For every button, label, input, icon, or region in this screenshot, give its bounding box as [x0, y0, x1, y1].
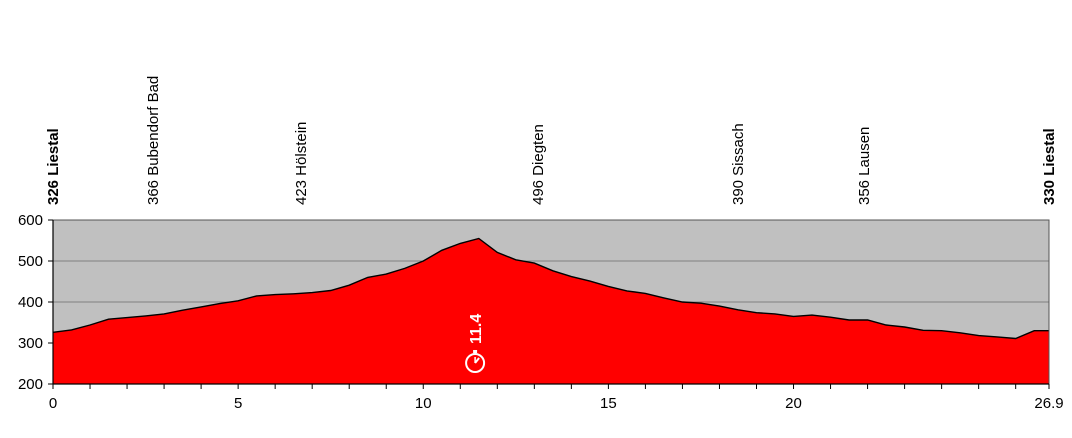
elevation-area	[53, 238, 1049, 384]
annotations: 11.4	[465, 314, 486, 373]
x-tick-label: 5	[234, 395, 242, 412]
place-label: 356 Lausen	[856, 127, 873, 205]
x-tick-label: 15	[600, 395, 617, 412]
elevation-line	[52, 237, 1049, 340]
y-tick-label: 400	[18, 294, 43, 311]
place-label: 423 Hölstein	[293, 122, 310, 205]
x-tick-label: 10	[415, 395, 432, 412]
place-label: 326 Liestal	[45, 128, 62, 205]
y-tick-label: 300	[18, 335, 43, 352]
y-tick-label: 500	[18, 253, 43, 270]
place-label: 330 Liestal	[1041, 128, 1058, 205]
y-tick-label: 200	[18, 376, 43, 393]
stopwatch-icon	[465, 350, 486, 373]
split-km-label: 11.4	[468, 314, 485, 344]
place-label: 366 Bubendorf Bad	[145, 76, 162, 205]
x-tick-label: 26.9	[1034, 395, 1063, 412]
y-tick-label: 600	[18, 212, 43, 229]
y-axis-ticks: 200 300 400 500 600	[18, 212, 53, 393]
x-tick-label: 0	[49, 395, 57, 412]
x-tick-label: 20	[785, 395, 802, 412]
x-axis-ticks: 0 5 10 15 20 26.9	[49, 384, 1064, 412]
place-labels: 326 Liestal 366 Bubendorf Bad 423 Hölstein…	[45, 76, 1058, 205]
place-label: 496 Diegten	[530, 124, 547, 205]
place-label: 390 Sissach	[730, 123, 747, 205]
